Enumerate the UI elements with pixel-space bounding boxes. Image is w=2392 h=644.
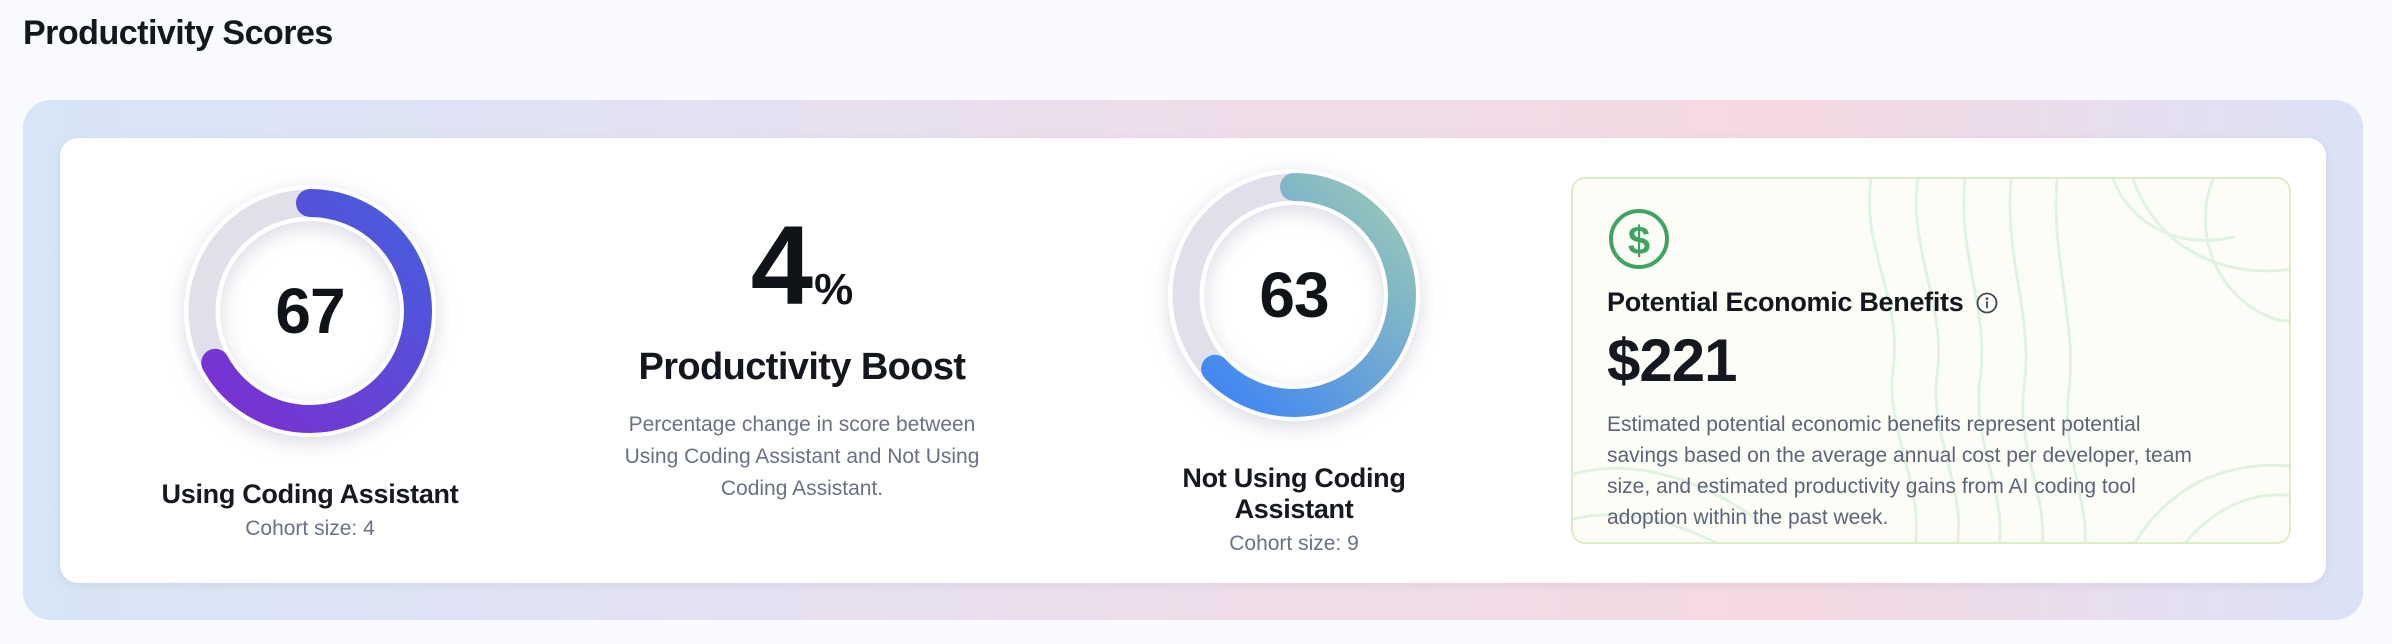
productivity-boost-block: 4 % Productivity Boost Percentage change… <box>587 202 1017 506</box>
gauge-label: Using Coding Assistant <box>161 478 459 509</box>
gauge-ring-not-using: 63 <box>1164 165 1424 425</box>
gauge-ring-svg <box>1168 169 1420 421</box>
benefits-amount: $221 <box>1607 327 1737 394</box>
boost-percent-sign: % <box>814 264 854 314</box>
productivity-scores-card: 67 Using Coding Assistant Cohort size: 4… <box>60 138 2326 583</box>
gauge-cohort-size: Cohort size: 4 <box>245 516 375 540</box>
gauge-value: 63 <box>1259 259 1329 331</box>
circle-dollar-sign-icon: $ <box>1609 209 1669 269</box>
economic-benefits-panel: $ Potential Economic Benefits $221 Estim… <box>1571 177 2291 544</box>
gauge-ring-svg <box>184 184 436 437</box>
boost-title: Productivity Boost <box>638 346 966 389</box>
page-title: Productivity Scores <box>23 14 333 52</box>
benefits-content: $ Potential Economic Benefits $221 Estim… <box>1607 207 2261 533</box>
benefits-title-row: Potential Economic Benefits <box>1607 287 2261 318</box>
gauge-arc <box>1172 173 1416 417</box>
boost-number-row: 4 % <box>750 202 854 328</box>
info-icon[interactable] <box>1975 291 1999 315</box>
boost-description: Percentage change in score between Using… <box>624 413 980 501</box>
gauge-ring-using: 67 <box>180 181 440 441</box>
gauge-value: 67 <box>275 274 345 347</box>
gauge-label: Not Using Coding Assistant <box>1182 463 1406 524</box>
benefits-title: Potential Economic Benefits <box>1607 287 1964 317</box>
gauge-arc <box>188 188 432 433</box>
gauge-not-using-assistant: 63 Not Using Coding Assistant Cohort siz… <box>1134 165 1454 556</box>
gauge-cohort-size: Cohort size: 9 <box>1229 532 1359 555</box>
benefits-description: Estimated potential economic benefits re… <box>1607 413 2192 529</box>
boost-value: 4 <box>750 202 813 328</box>
svg-text:$: $ <box>1628 219 1650 263</box>
scores-gradient-frame: 67 Using Coding Assistant Cohort size: 4… <box>23 100 2363 620</box>
gauge-using-assistant: 67 Using Coding Assistant Cohort size: 4 <box>150 181 470 541</box>
